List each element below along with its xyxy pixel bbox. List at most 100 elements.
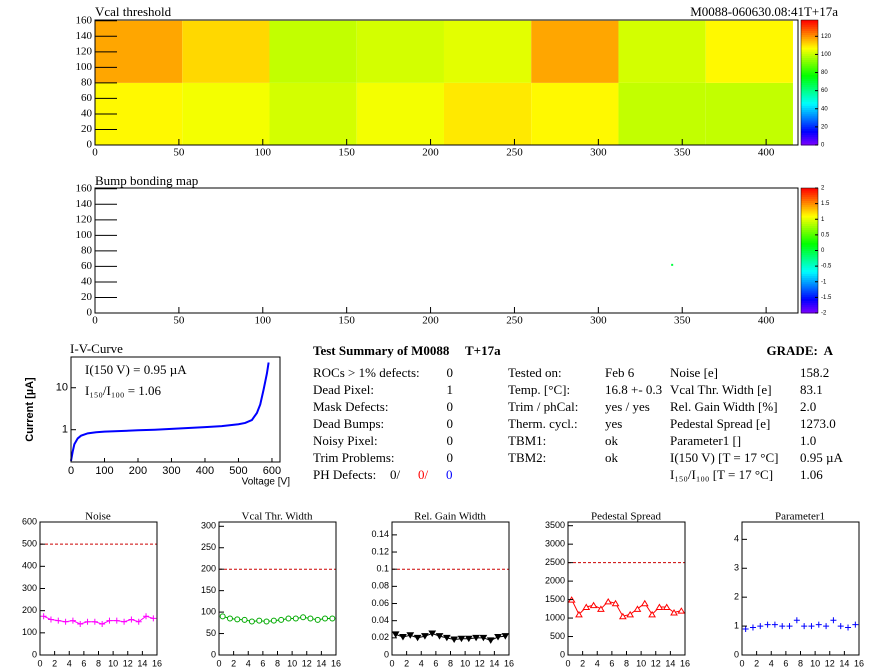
colorbar-swatch bbox=[801, 28, 818, 31]
marker bbox=[742, 625, 749, 632]
x-tick-label: 14 bbox=[665, 658, 675, 668]
colorbar-swatch bbox=[801, 105, 818, 108]
y-tick-label: 500 bbox=[550, 631, 565, 641]
y-tick-label: 10 bbox=[56, 382, 68, 394]
colorbar-swatch bbox=[801, 242, 818, 245]
marker bbox=[442, 634, 451, 642]
x-tick-label: 250 bbox=[506, 147, 523, 159]
marker bbox=[314, 616, 321, 623]
x-tick-label: 14 bbox=[839, 658, 849, 668]
marker bbox=[479, 634, 488, 642]
summary-value: 0 bbox=[446, 467, 453, 482]
colorbar-swatch bbox=[801, 219, 818, 222]
x-tick-label: 10 bbox=[287, 658, 297, 668]
colorbar-swatch bbox=[801, 208, 818, 212]
y-tick-label: 160 bbox=[76, 182, 93, 194]
x-tick-label: 2 bbox=[580, 658, 585, 668]
y-tick-label: 0 bbox=[87, 307, 93, 319]
colorbar-swatch bbox=[801, 271, 818, 274]
x-tick-label: 4 bbox=[595, 658, 600, 668]
x-tick-label: 10 bbox=[460, 658, 470, 668]
x-tick-label: 100 bbox=[95, 465, 113, 477]
y-tick-label: 0.08 bbox=[371, 581, 389, 591]
summary-label: Parameter1 [] bbox=[670, 433, 741, 448]
series-line bbox=[70, 362, 270, 462]
marker bbox=[421, 633, 429, 640]
colorbar-swatch bbox=[801, 231, 818, 235]
summary-value: 2.0 bbox=[800, 399, 816, 414]
summary-value: 0 bbox=[447, 416, 454, 431]
y-tick-label: 60 bbox=[81, 260, 93, 272]
summary-label: PH Defects: bbox=[313, 467, 376, 482]
colorbar-swatch bbox=[801, 61, 818, 65]
marker bbox=[450, 636, 459, 644]
summary-label: ROCs > 1% defects: bbox=[313, 365, 420, 380]
colorbar-swatch bbox=[801, 308, 818, 312]
x-tick-label: 200 bbox=[422, 315, 439, 327]
colorbar-swatch bbox=[801, 95, 818, 98]
roc-cell bbox=[182, 20, 270, 83]
marker bbox=[633, 605, 642, 612]
summary-label: Pedestal Spread [e] bbox=[670, 416, 770, 431]
x-tick-label: 350 bbox=[674, 315, 691, 327]
x-tick-label: 12 bbox=[123, 658, 133, 668]
marker bbox=[278, 616, 285, 623]
summary-value: 0/ bbox=[390, 467, 401, 482]
y-tick-label: 0.12 bbox=[371, 546, 389, 556]
x-tick-label: 8 bbox=[624, 658, 629, 668]
x-tick-label: 4 bbox=[769, 658, 774, 668]
chart-title: Vcal Thr. Width bbox=[242, 511, 313, 523]
colorbar-swatch bbox=[801, 59, 818, 63]
colorbar-swatch bbox=[801, 92, 818, 96]
roc-cell bbox=[705, 82, 793, 145]
y-tick-label: 500 bbox=[22, 539, 37, 549]
colorbar-swatch bbox=[801, 254, 818, 258]
x-tick-label: 0 bbox=[739, 658, 744, 668]
colorbar-label: 20 bbox=[821, 124, 828, 130]
marker bbox=[582, 603, 591, 610]
y-tick-label: 20 bbox=[81, 291, 93, 303]
x-tick-label: 10 bbox=[810, 658, 820, 668]
colorbar-swatch bbox=[801, 298, 818, 301]
colorbar-swatch bbox=[801, 53, 818, 56]
y-tick-label: 1500 bbox=[545, 594, 565, 604]
marker bbox=[837, 623, 844, 630]
colorbar-swatch bbox=[801, 24, 818, 27]
x-tick-label: 350 bbox=[674, 147, 691, 159]
colorbar-swatch bbox=[801, 229, 818, 233]
marker bbox=[640, 599, 649, 607]
series-line bbox=[571, 599, 682, 617]
x-tick-label: 300 bbox=[162, 465, 180, 477]
marker bbox=[413, 634, 422, 642]
colorbar-label: 100 bbox=[821, 52, 832, 58]
y-tick-label: 1 bbox=[62, 424, 68, 436]
x-tick-label: 400 bbox=[758, 315, 775, 327]
summary-label: Mask Defects: bbox=[313, 399, 388, 414]
roc-cell bbox=[356, 82, 444, 145]
summary-label: I(150 V) [T = 17 °C] bbox=[670, 450, 778, 465]
marker bbox=[40, 613, 47, 620]
x-tick-label: 0 bbox=[37, 658, 42, 668]
x-tick-label: 2 bbox=[404, 658, 409, 668]
x-tick-label: 2 bbox=[754, 658, 759, 668]
marker bbox=[618, 612, 627, 620]
y-tick-label: 200 bbox=[22, 605, 37, 615]
colorbar-label: 1.5 bbox=[821, 201, 830, 207]
colorbar-swatch bbox=[801, 281, 818, 285]
marker bbox=[263, 618, 270, 625]
summary-tag: T+17a bbox=[465, 343, 501, 358]
colorbar-label: 60 bbox=[821, 88, 828, 94]
colorbar-swatch bbox=[801, 277, 818, 281]
marker bbox=[292, 615, 299, 622]
y-tick-label: 0.06 bbox=[371, 598, 389, 608]
roc-cell bbox=[356, 20, 444, 83]
colorbar-swatch bbox=[801, 57, 818, 61]
colorbar-swatch bbox=[801, 238, 818, 241]
marker bbox=[55, 617, 62, 624]
chart-title: Parameter1 bbox=[775, 511, 825, 523]
marker bbox=[270, 617, 277, 624]
x-tick-label: 150 bbox=[338, 147, 355, 159]
roc-cell bbox=[182, 82, 270, 145]
marker bbox=[329, 615, 336, 622]
x-tick-label: 16 bbox=[152, 658, 162, 668]
